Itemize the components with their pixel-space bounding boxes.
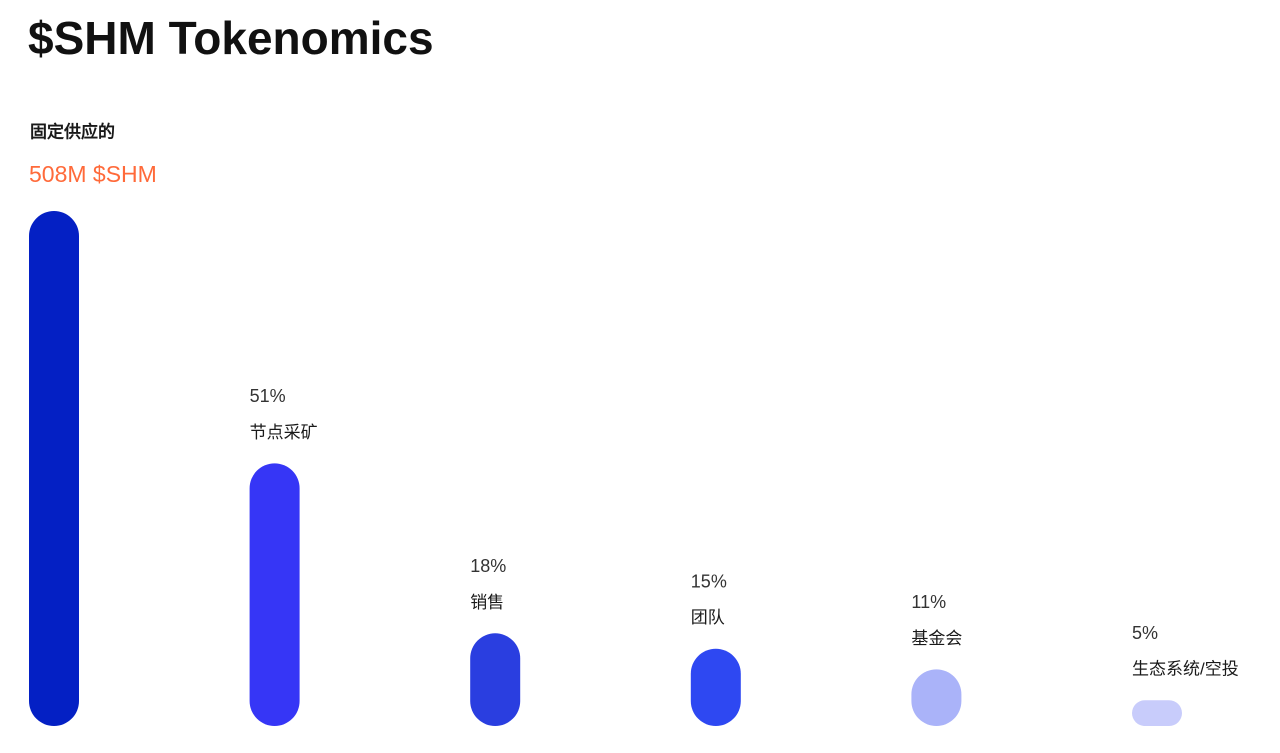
value-label: 15% [691,572,727,592]
value-label: 5% [1132,623,1158,643]
bar [690,648,741,726]
bar [911,669,962,726]
total-supply: 508M $SHM [29,161,157,187]
category-label: 团队 [691,608,725,627]
value-label: 18% [470,556,506,576]
bar [1132,700,1182,726]
value-label: 11% [911,592,946,612]
category-label: 节点采矿 [250,423,318,442]
subtitle: 固定供应的 [30,121,115,141]
category-label: 销售 [470,593,504,612]
category-label: 基金会 [911,629,962,648]
value-label: 51% [250,386,286,406]
category-label: 生态系统/空投 [1132,660,1239,679]
bar [249,463,300,726]
bar [470,633,521,726]
bar [29,211,79,726]
chart-title: $SHM Tokenomics [28,12,434,64]
